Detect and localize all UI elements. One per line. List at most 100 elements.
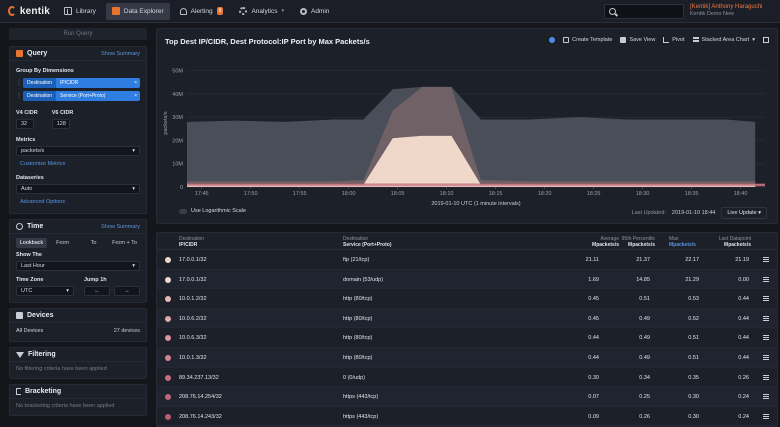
metrics-select[interactable]: packets/s ▾ — [16, 146, 140, 156]
col-last-datapoint[interactable]: Last Datapoint Mpackets/s — [699, 236, 751, 248]
nav-data-explorer[interactable]: Data Explorer — [105, 2, 170, 20]
col-p95[interactable]: 95th Percentile Mpackets/s — [605, 236, 655, 248]
cell-p95: 0.49 — [639, 335, 650, 342]
row-menu-icon[interactable] — [763, 394, 769, 400]
time-mode-tabs: Lookback From To From + To — [16, 238, 140, 248]
col-last-top: Last Datapoint — [718, 236, 751, 242]
arrow-left-icon: ← — [94, 288, 100, 294]
advanced-options-link[interactable]: Advanced Options — [20, 199, 65, 205]
row-menu-icon[interactable] — [763, 257, 769, 262]
remove-dimension-icon[interactable]: × — [134, 79, 137, 86]
results-table: Destination IP/CIDR Destination Service (P… — [156, 232, 778, 427]
table-row[interactable]: 17.0.0.1/32 ftp (21/tcp) 21.11 21.37 22.17 21… — [157, 250, 777, 270]
query-show-summary-link[interactable]: Show Summary — [101, 50, 140, 57]
cell-service: 0 (0/udp) — [343, 374, 366, 381]
timezone-select[interactable]: UTC ▾ — [16, 286, 74, 296]
dimension-value: IP/CIDR — [60, 79, 79, 86]
nav-library[interactable]: Library — [58, 3, 102, 20]
series-color-dot — [165, 354, 171, 361]
v6-cidr-input[interactable]: 128 — [51, 119, 70, 129]
live-update-button[interactable]: Live Update ▾ — [721, 207, 767, 219]
cell-average: 0.45 — [588, 296, 599, 303]
create-template-button[interactable]: Create Template — [563, 37, 612, 43]
table-row[interactable]: 17.0.0.1/32 domain (53/udp) 1.69 14.85 21.29… — [157, 269, 777, 290]
x-tick-label: 18:05 — [391, 191, 405, 197]
stacked-area-chart[interactable]: 0 10M 20M 30M 40M 50M packets/s 17:45 17:50 17:55… — [157, 51, 777, 211]
v4-cidr-input[interactable]: 32 — [16, 119, 34, 129]
drag-handle-icon[interactable]: ⋮⋮ — [16, 93, 28, 99]
jump-back-button[interactable]: ← — [84, 286, 110, 296]
table-row[interactable]: 10.0.6.3/32 http (80/tcp) 0.44 0.49 0.51 0.44 — [157, 328, 777, 348]
cell-average: 0.09 — [588, 413, 599, 420]
dimension-chip[interactable]: Destination IP/CIDR × — [23, 77, 140, 88]
lookback-select[interactable]: Last Hour ▾ — [16, 261, 140, 271]
brand-name: kentik — [19, 5, 50, 17]
time-show-summary-link[interactable]: Show Summary — [101, 223, 140, 230]
x-tick-label: 18:20 — [538, 191, 552, 197]
log-scale-toggle[interactable]: Use Logarithmic Scale — [179, 208, 246, 214]
row-menu-icon[interactable] — [763, 315, 769, 321]
drag-handle-icon[interactable]: ⋮⋮ — [16, 80, 28, 86]
nav-admin[interactable]: Admin — [294, 3, 335, 20]
row-menu-icon[interactable] — [763, 374, 769, 380]
table-row[interactable]: 208.76.14.243/32 https (443/tcp) 0.09 0.26 0… — [157, 407, 777, 426]
save-view-button[interactable]: Save View — [620, 37, 655, 43]
cell-max: 0.51 — [688, 335, 699, 342]
dimension-chip[interactable]: Destination Service (Port+Proto) × — [23, 90, 140, 101]
chart-toolbar: Create Template Save View Pivot Stacked … — [549, 37, 769, 43]
table-row[interactable]: 10.0.1.2/32 http (80/tcp) 0.45 0.51 0.53 0.44 — [157, 289, 777, 309]
table-row[interactable]: 208.76.14.254/32 https (443/tcp) 0.07 0.25 0… — [157, 387, 777, 407]
help-icon[interactable] — [549, 37, 556, 43]
customize-metrics-link[interactable]: Customize Metrics — [20, 161, 66, 167]
table-row[interactable]: 89.34.237.13/32 0 (0/udp) 0.30 0.34 0.35 0.26 — [157, 368, 777, 388]
cell-ip: 17.0.0.1/32 — [179, 276, 207, 283]
pivot-icon — [663, 37, 670, 43]
bracketing-panel: Bracketing No bracketing criteria have b… — [9, 384, 147, 416]
device-selector[interactable]: All Devices 27 devices — [10, 323, 146, 341]
tab-from[interactable]: From — [56, 240, 69, 246]
col-dest-service[interactable]: Destination Service (Port+Proto) — [343, 236, 392, 248]
time-panel-title: Time — [27, 223, 44, 230]
search-input[interactable] — [604, 4, 684, 19]
cell-service: domain (53/udp) — [343, 276, 384, 283]
nav-alerting[interactable]: Alerting 8 — [174, 3, 230, 20]
remove-dimension-icon[interactable]: × — [134, 92, 137, 99]
pivot-button[interactable]: Pivot — [663, 37, 685, 43]
row-menu-icon[interactable] — [763, 354, 769, 360]
cell-max: 0.30 — [688, 413, 699, 420]
user-menu[interactable]: [Kentik] Anthony Haraguchi Kentik Demo N… — [690, 4, 762, 18]
nav-analytics[interactable]: Analytics ▾ — [233, 3, 290, 20]
chevron-down-icon: ▾ — [66, 288, 69, 294]
table-row[interactable]: 10.0.6.2/32 http (80/tcp) 0.45 0.49 0.52 0.44 — [157, 308, 777, 329]
tab-to[interactable]: To — [90, 240, 97, 246]
jump-forward-button[interactable]: → — [114, 286, 140, 296]
col-average[interactable]: Average Mpackets/s — [569, 236, 619, 248]
filtering-empty-text: No filtering criteria have been applied — [16, 366, 107, 372]
cell-max: 0.30 — [688, 394, 699, 401]
table-row[interactable]: 10.0.1.3/32 http (80/tcp) 0.44 0.49 0.51 0.44 — [157, 347, 777, 368]
chevron-down-icon: ▾ — [758, 210, 761, 216]
brand-logo[interactable]: kentik — [0, 6, 58, 17]
col-dest-service-top: Destination — [343, 236, 369, 242]
tab-from-to[interactable]: From + To — [112, 240, 137, 246]
timezone-select-value: UTC — [21, 288, 33, 294]
chart-type-select[interactable]: Stacked Area Chart ▾ — [692, 37, 755, 43]
cell-ip: 17.0.0.1/32 — [179, 257, 207, 263]
expand-icon[interactable] — [763, 37, 769, 43]
y-tick-label: 40M — [172, 92, 183, 98]
tab-lookback[interactable]: Lookback — [16, 238, 47, 248]
dimension-row: ⋮⋮ Destination Service (Port+Proto) × — [16, 90, 140, 101]
row-menu-icon[interactable] — [763, 413, 769, 419]
search-icon — [609, 8, 616, 15]
cell-max: 0.51 — [688, 354, 699, 361]
row-menu-icon[interactable] — [763, 335, 769, 341]
run-query-button[interactable]: Run Query — [9, 28, 147, 40]
nav-analytics-label: Analytics — [251, 7, 278, 15]
cell-ip: 10.0.6.3/32 — [179, 335, 207, 342]
col-dest-ip[interactable]: Destination IP/CIDR — [179, 236, 204, 248]
dataseries-select[interactable]: Auto ▾ — [16, 184, 140, 194]
row-menu-icon[interactable] — [763, 276, 769, 282]
col-max[interactable]: Max Mpackets/s — [669, 236, 696, 248]
row-menu-icon[interactable] — [763, 296, 769, 302]
toggle-switch[interactable] — [179, 208, 187, 214]
